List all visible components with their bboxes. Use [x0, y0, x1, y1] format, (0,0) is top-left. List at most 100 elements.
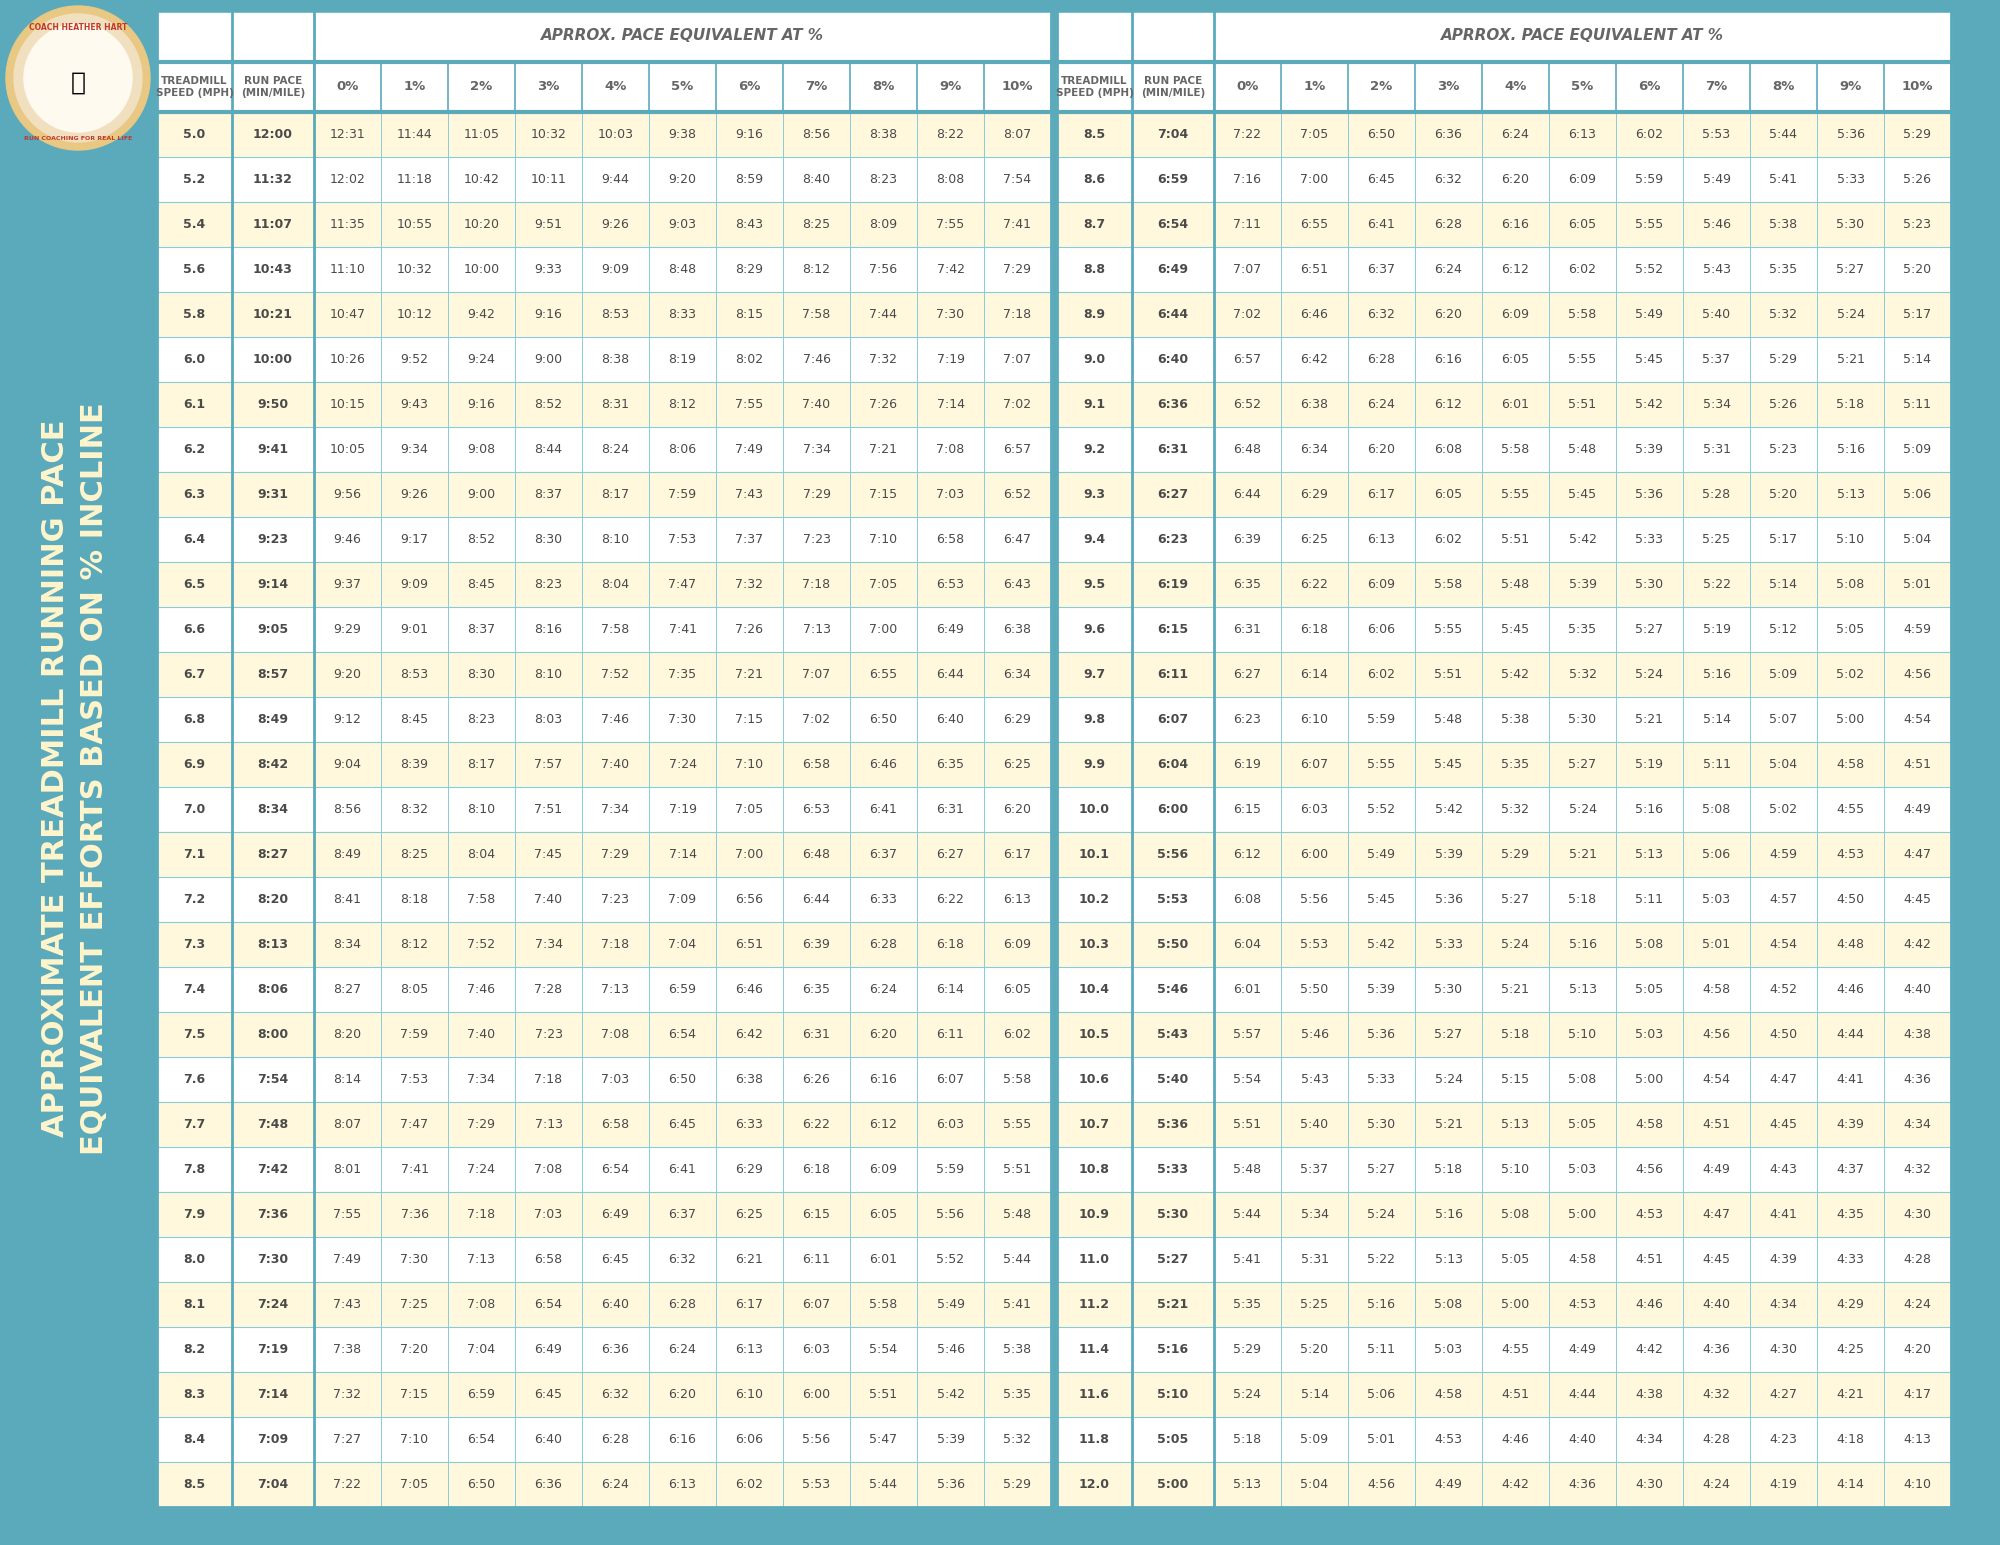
Text: 8:44: 8:44	[534, 443, 562, 456]
Text: 5:41: 5:41	[1004, 1298, 1032, 1312]
Text: 4:36: 4:36	[1904, 1072, 1932, 1086]
Text: 7:14: 7:14	[936, 399, 964, 411]
Text: 5:55: 5:55	[1636, 218, 1664, 232]
Text: 4%: 4%	[1504, 80, 1526, 94]
Text: 7:08: 7:08	[468, 1298, 496, 1312]
Text: 7:23: 7:23	[802, 533, 830, 545]
Text: 9.8: 9.8	[1084, 712, 1106, 726]
Text: 9:16: 9:16	[468, 399, 496, 411]
Text: 6:49: 6:49	[1158, 263, 1188, 277]
Text: 5:08: 5:08	[1502, 1208, 1530, 1221]
Text: 10:11: 10:11	[530, 173, 566, 185]
Text: 4:59: 4:59	[1770, 848, 1798, 861]
Text: 7:05: 7:05	[870, 578, 898, 592]
Text: 10:43: 10:43	[254, 263, 292, 277]
Text: 7:56: 7:56	[870, 263, 898, 277]
Text: 4:30: 4:30	[1904, 1208, 1932, 1221]
Text: 5:53: 5:53	[1702, 128, 1730, 141]
Text: 7:15: 7:15	[736, 712, 764, 726]
Text: 4:41: 4:41	[1836, 1072, 1864, 1086]
Text: 8:27: 8:27	[334, 983, 362, 997]
Text: 6:12: 6:12	[870, 1119, 898, 1131]
Text: 5:08: 5:08	[1568, 1072, 1596, 1086]
Text: 4:45: 4:45	[1770, 1119, 1798, 1131]
Text: 7:36: 7:36	[400, 1208, 428, 1221]
Text: 9:50: 9:50	[258, 399, 288, 411]
Text: 7%: 7%	[806, 80, 828, 94]
Text: 7:18: 7:18	[802, 578, 830, 592]
Text: 5%: 5%	[1572, 80, 1594, 94]
Text: 5:00: 5:00	[1158, 1479, 1188, 1491]
Bar	[1056, 607, 1952, 652]
Text: 4:29: 4:29	[1836, 1298, 1864, 1312]
Text: 8:18: 8:18	[400, 893, 428, 905]
Text: 5:21: 5:21	[1568, 848, 1596, 861]
Text: 6:12: 6:12	[1502, 263, 1530, 277]
Text: 7.5: 7.5	[184, 1027, 206, 1041]
Text: 5:35: 5:35	[1568, 623, 1596, 637]
Text: 5:21: 5:21	[1636, 712, 1664, 726]
Text: 5:16: 5:16	[1568, 938, 1596, 952]
Text: 7:34: 7:34	[802, 443, 830, 456]
Text: 5:42: 5:42	[1568, 533, 1596, 545]
Text: 6:44: 6:44	[936, 667, 964, 681]
Text: 5:25: 5:25	[1702, 533, 1730, 545]
Text: 5:51: 5:51	[1434, 667, 1462, 681]
Text: 8:13: 8:13	[258, 938, 288, 952]
Bar	[156, 426, 1052, 473]
Text: 5:45: 5:45	[1434, 759, 1462, 771]
Text: 7:54: 7:54	[258, 1072, 288, 1086]
Text: 6:54: 6:54	[1158, 218, 1188, 232]
Text: 5:18: 5:18	[1568, 893, 1596, 905]
Text: 5:09: 5:09	[1300, 1434, 1328, 1446]
Text: 9:34: 9:34	[400, 443, 428, 456]
Text: 7:13: 7:13	[534, 1119, 562, 1131]
Text: 9.4: 9.4	[1084, 533, 1106, 545]
Text: 5:27: 5:27	[1502, 893, 1530, 905]
Text: 7:24: 7:24	[668, 759, 696, 771]
Text: 5:21: 5:21	[1158, 1298, 1188, 1312]
Text: 5:03: 5:03	[1636, 1027, 1664, 1041]
Text: 5:27: 5:27	[1434, 1027, 1462, 1041]
Text: 5:49: 5:49	[936, 1298, 964, 1312]
Text: 8:53: 8:53	[602, 307, 630, 321]
Text: 5:54: 5:54	[870, 1343, 898, 1357]
Text: 6:45: 6:45	[602, 1253, 630, 1265]
Text: 10:03: 10:03	[598, 128, 634, 141]
Text: 6:28: 6:28	[1434, 218, 1462, 232]
Text: 6:19: 6:19	[1158, 578, 1188, 592]
Text: 5:30: 5:30	[1636, 578, 1664, 592]
Bar	[1056, 833, 1952, 878]
Text: 8%: 8%	[1772, 80, 1794, 94]
Bar	[1056, 202, 1952, 247]
Text: 5:58: 5:58	[870, 1298, 898, 1312]
Text: 6:57: 6:57	[1004, 443, 1032, 456]
Text: 7.6: 7.6	[184, 1072, 206, 1086]
Text: 10:00: 10:00	[252, 352, 292, 366]
Text: 5:36: 5:36	[936, 1479, 964, 1491]
Text: 6:36: 6:36	[1434, 128, 1462, 141]
Text: 6:03: 6:03	[802, 1343, 830, 1357]
Text: 10.3: 10.3	[1080, 938, 1110, 952]
Text: 4:49: 4:49	[1702, 1163, 1730, 1176]
Text: 6:40: 6:40	[936, 712, 964, 726]
Text: 10:05: 10:05	[330, 443, 366, 456]
Text: 8.5: 8.5	[1084, 128, 1106, 141]
Text: 7:24: 7:24	[258, 1298, 288, 1312]
Text: 8:10: 8:10	[602, 533, 630, 545]
Text: 7:02: 7:02	[1004, 399, 1032, 411]
Bar	[156, 111, 1052, 158]
Text: 11:32: 11:32	[254, 173, 292, 185]
Text: 5:33: 5:33	[1836, 173, 1864, 185]
Text: 6:01: 6:01	[870, 1253, 898, 1265]
Text: 5:53: 5:53	[802, 1479, 830, 1491]
Bar	[156, 652, 1052, 697]
Text: 4:20: 4:20	[1904, 1343, 1932, 1357]
Text: 6:05: 6:05	[1568, 218, 1596, 232]
Text: 5:06: 5:06	[1702, 848, 1730, 861]
Text: 5:30: 5:30	[1434, 983, 1462, 997]
Text: 7:29: 7:29	[802, 488, 830, 501]
Text: 5:30: 5:30	[1368, 1119, 1396, 1131]
Text: 4:42: 4:42	[1502, 1479, 1530, 1491]
Text: 7:58: 7:58	[602, 623, 630, 637]
